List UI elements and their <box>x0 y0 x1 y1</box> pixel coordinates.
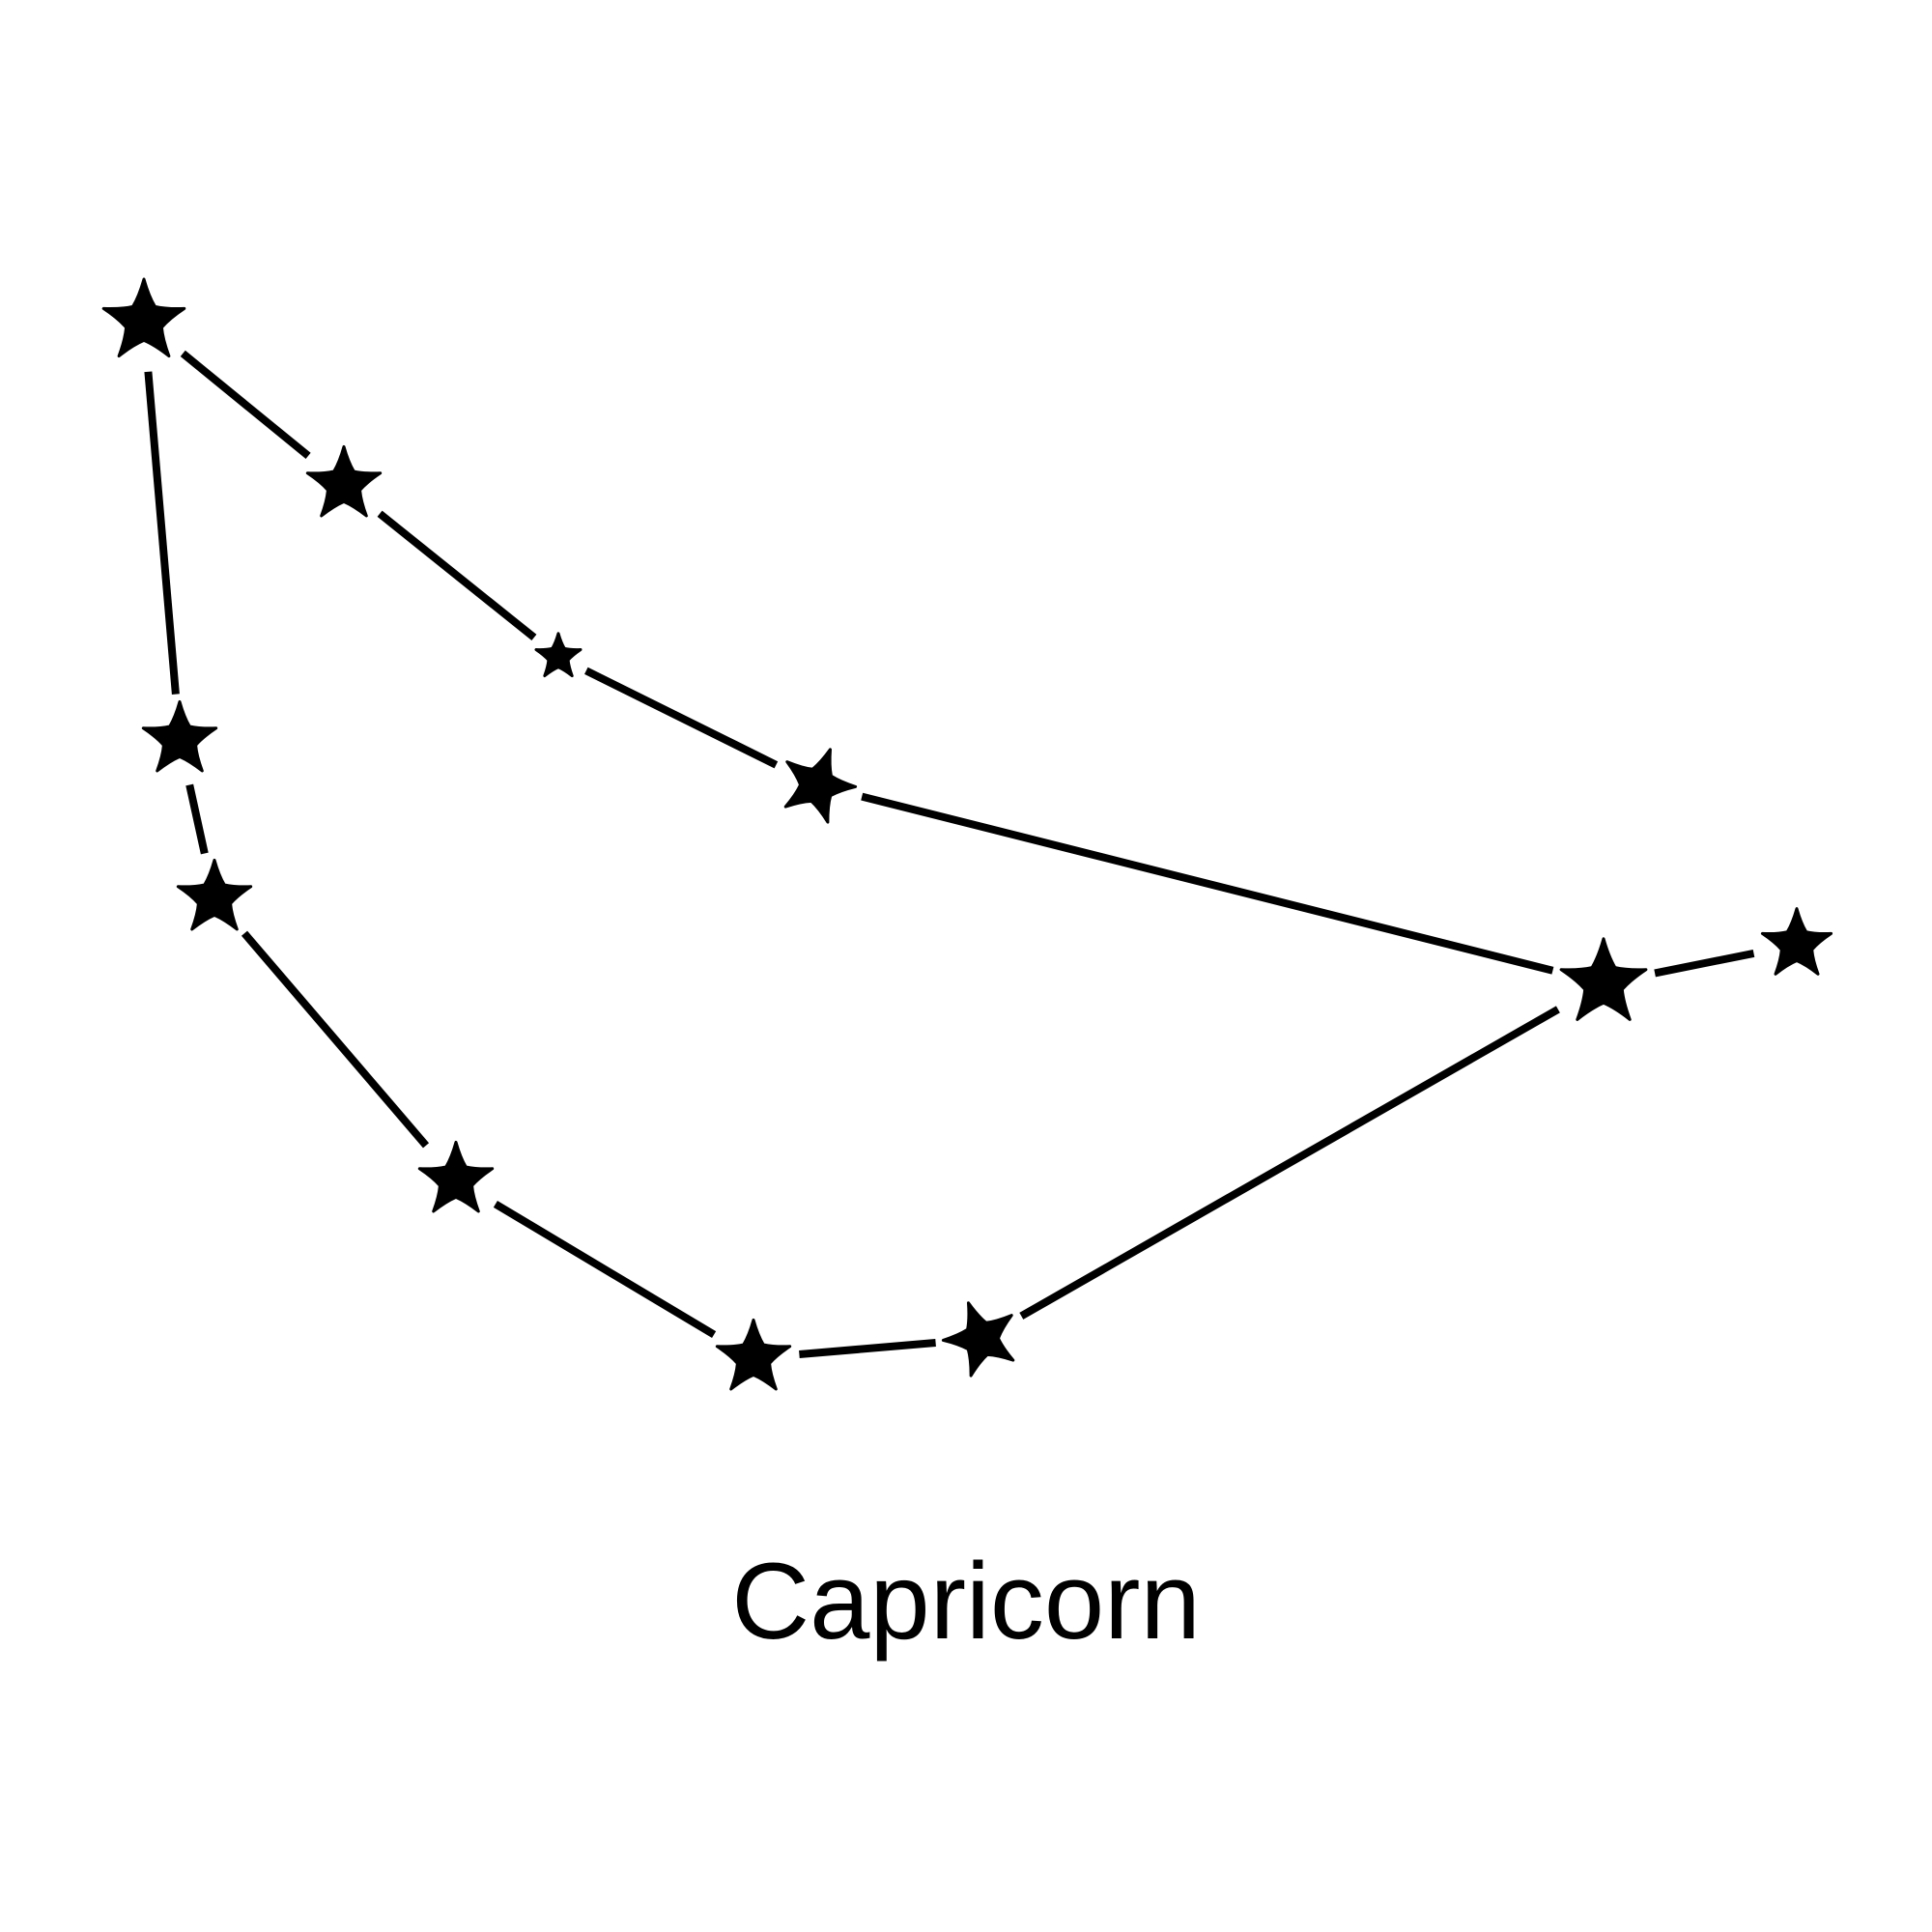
star-icon <box>141 699 218 773</box>
connection-line-2 <box>377 510 537 641</box>
constellation-title: Capricorn <box>731 1541 1201 1662</box>
constellation-lines <box>144 350 1755 1358</box>
connection-line-3 <box>584 667 779 769</box>
star-icon <box>534 632 582 678</box>
star-icon <box>417 1140 495 1213</box>
star-icon <box>783 748 858 824</box>
constellation-stars <box>101 277 1833 1391</box>
connection-line-4 <box>861 792 1554 975</box>
connection-line-10 <box>185 783 209 855</box>
connection-line-1 <box>180 350 311 459</box>
star-icon <box>1760 907 1833 976</box>
connection-line-5 <box>1654 949 1755 978</box>
star-icon <box>305 444 383 518</box>
star-icon <box>176 858 253 931</box>
connection-line-9 <box>241 930 430 1149</box>
connection-line-6 <box>1019 1006 1560 1320</box>
star-icon <box>941 1301 1015 1378</box>
star-icon <box>101 277 186 358</box>
star-icon <box>715 1318 792 1391</box>
connection-line-7 <box>799 1339 936 1358</box>
star-icon <box>1559 937 1648 1021</box>
connection-line-8 <box>493 1200 717 1339</box>
connection-line-11 <box>144 371 180 695</box>
